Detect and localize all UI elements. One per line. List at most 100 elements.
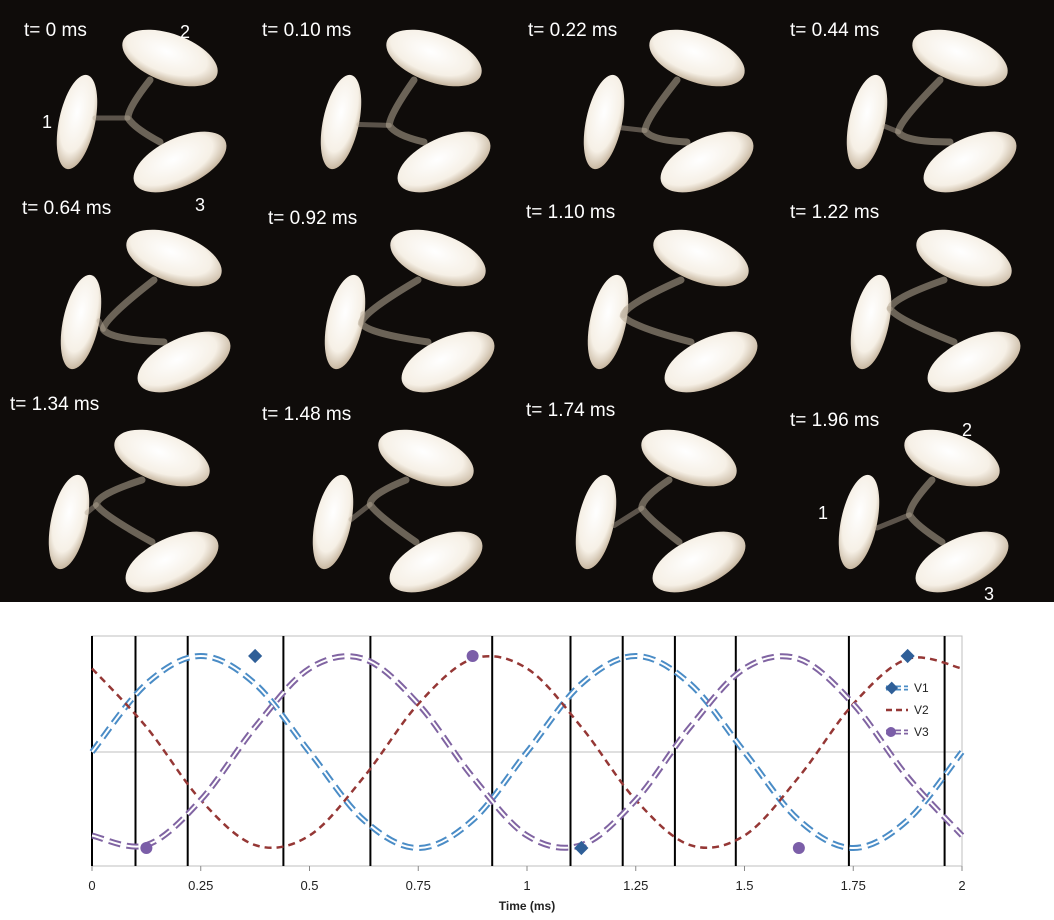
droplet-3 [915,531,1009,593]
liquid-bridge-branch [882,123,902,135]
x-tick-label: 1.5 [735,878,753,893]
liquid-bridge-branch [84,502,99,516]
droplet-3 [923,131,1017,193]
droplet-3 [652,531,746,593]
liquid-bridge-branch [356,122,392,128]
x-tick-label: 1.75 [841,878,866,893]
droplet-1 [846,74,888,170]
frame-time-label: t= 0.64 ms [22,198,112,219]
droplet-1 [56,74,98,170]
droplet-frame [264,400,528,600]
droplet-2 [126,229,222,287]
v3-circle-marker [792,842,805,854]
frame-time-label: t= 1.96 ms [790,410,880,431]
droplet-3 [133,131,227,193]
frame-time-label: t= 0.44 ms [790,20,880,41]
droplet-number-label: 2 [962,420,973,440]
droplet-2 [916,229,1012,287]
droplet-frame-drawing [838,429,1009,593]
liquid-bridge [385,76,428,146]
liquid-bridge-branch [611,505,645,529]
frame-time-label: t= 0.10 ms [262,20,352,41]
droplet-frame [790,400,1054,600]
droplet-1 [850,274,892,370]
liquid-bridge-branch [348,501,373,523]
droplet-2 [653,229,749,287]
droplet-2 [122,29,218,87]
droplet-frame-drawing [583,29,754,193]
droplet-photo-sequence: t= 0 ms t= 0.10 ms t= 0.22 ms t= 0.44 ms t= … [0,0,1054,602]
liquid-bridge [641,76,691,146]
frame-time-label: t= 0.22 ms [528,20,618,41]
liquid-bridge [92,476,156,546]
droplet-3 [660,131,754,193]
droplet-2 [641,429,737,487]
droplet-frame [0,0,264,200]
x-tick-label: 2 [958,878,965,893]
liquid-bridge-branch [620,306,629,319]
droplet-frame [527,0,791,200]
droplet-frame [264,200,528,400]
droplet-frame [264,0,528,200]
legend-label-v3: V3 [914,725,929,739]
droplet-1 [312,474,354,570]
droplet-frame-drawing [312,429,483,593]
droplet-2 [114,429,210,487]
droplet-frame-drawing [320,29,491,193]
droplet-frame [527,400,791,600]
droplet-number-label: 2 [180,22,191,42]
frame-time-label: t= 1.22 ms [790,202,880,223]
series-v2-line [91,655,963,849]
droplet-frame-drawing [575,429,746,593]
frame-time-label: t= 0.92 ms [268,208,358,229]
v3-circle-marker [140,842,153,854]
droplet-number-label: 1 [818,503,829,523]
liquid-bridge [638,476,683,546]
droplet-frame-drawing [846,29,1017,193]
droplet-2 [912,29,1008,87]
droplet-2 [904,429,1000,487]
liquid-bridge-branch [619,125,648,133]
v3-circle-marker [466,650,479,662]
liquid-bridge [124,76,164,146]
droplet-1 [320,74,362,170]
droplet-1 [575,474,617,570]
droplet-1 [60,274,102,370]
x-tick-label: 0.75 [406,878,431,893]
liquid-bridge [906,476,946,546]
x-tick-label: 0.5 [300,878,318,893]
v1-diamond-marker [574,840,589,856]
x-tick-label: 0.25 [188,878,213,893]
liquid-bridge-branch [358,311,366,326]
liquid-bridge [886,276,958,346]
legend-label-v2: V2 [914,703,929,717]
liquid-bridge [619,276,695,346]
droplet-3 [401,331,495,393]
droplet-3 [397,131,491,193]
v1-diamond-marker [248,648,263,664]
droplet-3 [137,331,231,393]
liquid-bridge [895,76,954,146]
droplet-number-label: 1 [42,112,53,132]
droplet-frame-drawing [324,229,495,393]
droplet-number-label: 3 [984,584,995,602]
liquid-bridge [366,476,420,546]
liquid-bridge [99,276,168,346]
x-tick-label: 1 [523,878,530,893]
frame-time-label: t= 1.10 ms [526,202,616,223]
droplet-frame [527,200,791,400]
droplet-frame-drawing [56,29,227,193]
droplet-3 [927,331,1021,393]
droplet-1 [48,474,90,570]
droplet-2 [649,29,745,87]
droplet-frame-drawing [60,229,231,393]
droplet-1 [838,474,880,570]
frame-time-label: t= 1.74 ms [526,400,616,421]
droplet-1 [324,274,366,370]
droplet-2 [390,229,486,287]
droplet-frame [790,200,1054,400]
frame-time-label: t= 1.48 ms [262,404,352,425]
chart-legend: V1 V2 V3 [885,681,929,739]
series-v1-line-inner [91,654,963,850]
voltage-chart: 0 0.25 0.5 0.75 1 1.25 1.5 1.75 2 Time (ms) V1 V2… [88,635,966,913]
